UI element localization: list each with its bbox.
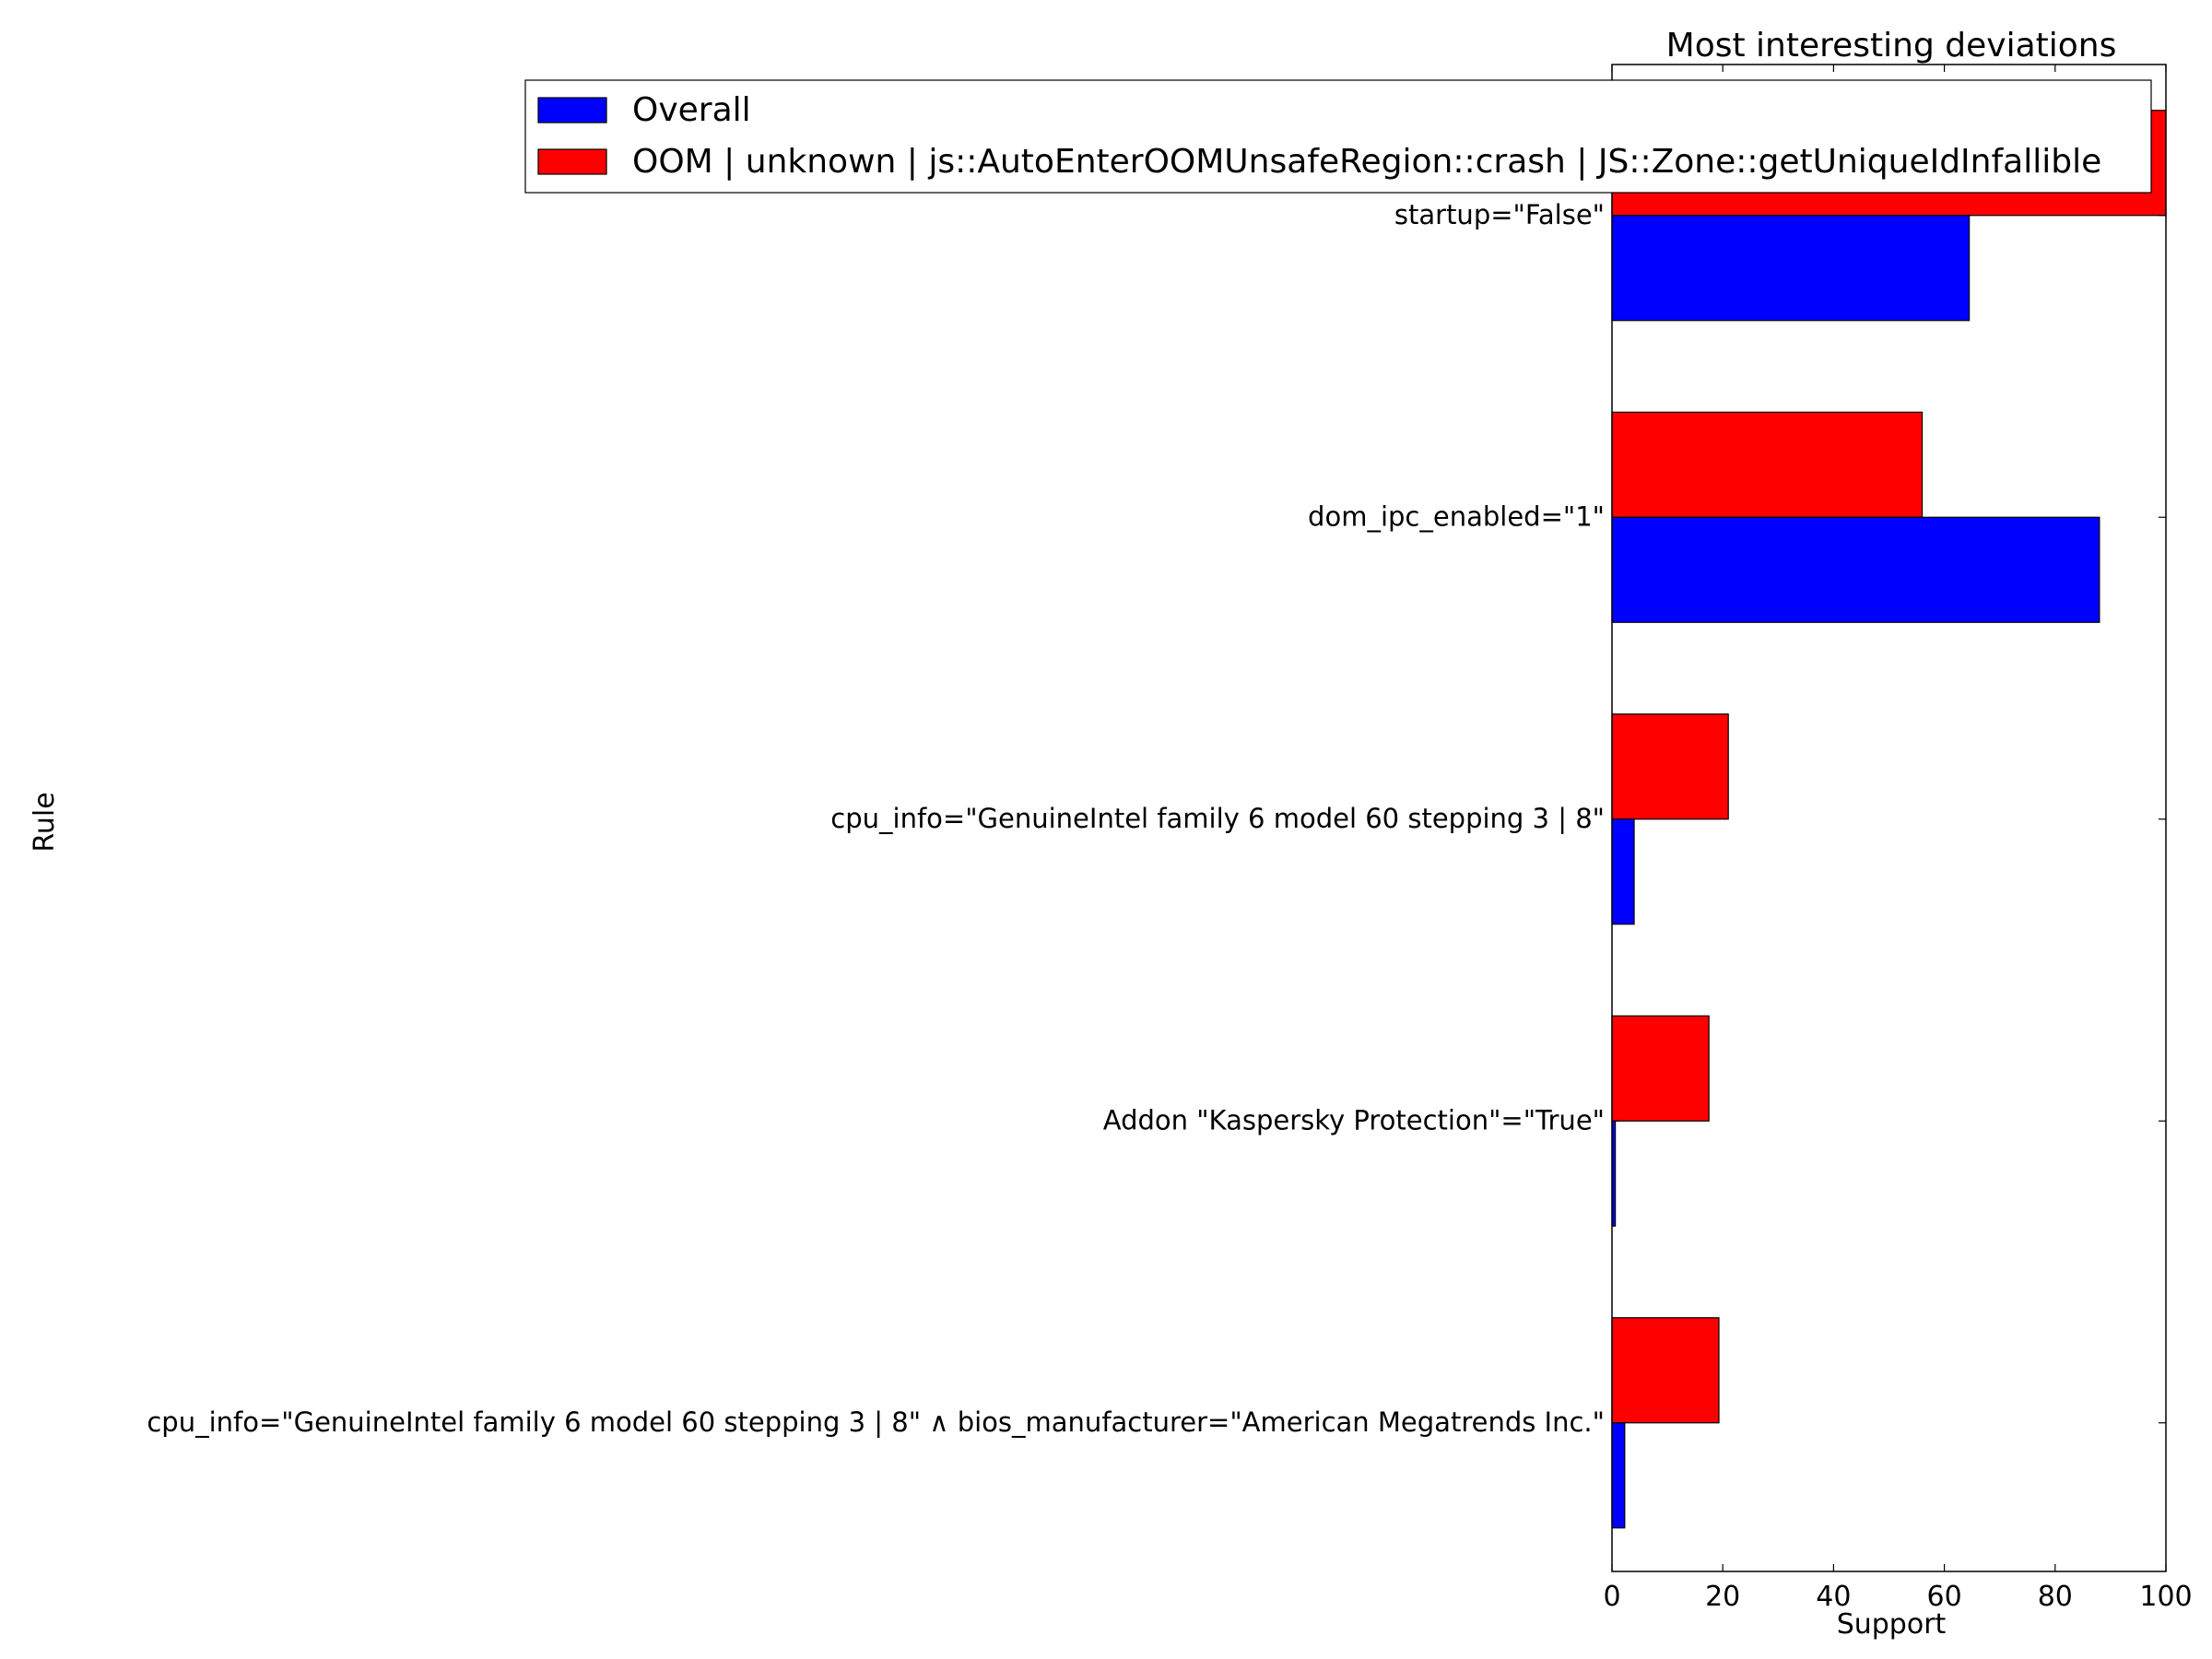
x-tick-label: 20: [1705, 1581, 1740, 1613]
rule-label: startup="False": [1394, 199, 1605, 230]
x-tick-label: 60: [1927, 1581, 1962, 1613]
legend-box: [524, 79, 2152, 194]
rule-label: dom_ipc_enabled="1": [1308, 500, 1605, 532]
legend-swatch: [537, 97, 607, 124]
legend-swatch: [537, 148, 607, 175]
x-axis-label: Support: [1837, 1608, 1947, 1641]
bar-overall: [1611, 516, 2100, 623]
bar-oom: [1611, 1015, 1710, 1122]
bar-overall: [1611, 215, 1971, 322]
x-tick-label: 100: [2139, 1581, 2192, 1613]
bar-overall: [1611, 1422, 1626, 1529]
rule-label: cpu_info="GenuineIntel family 6 model 60…: [830, 803, 1605, 834]
x-tick-label: 80: [2038, 1581, 2073, 1613]
legend-label: Overall: [632, 91, 751, 129]
x-tick-label: 0: [1603, 1581, 1620, 1613]
legend-label: OOM | unknown | js::AutoEnterOOMUnsafeRe…: [632, 143, 2101, 181]
chart-title: Most interesting deviations: [1666, 27, 2117, 65]
bar-oom: [1611, 1317, 1720, 1424]
rule-label: Addon "Kaspersky Protection"="True": [1103, 1104, 1605, 1135]
bar-oom: [1611, 713, 1729, 820]
axes-frame: [1611, 64, 2167, 1572]
x-tick-label: 40: [1816, 1581, 1851, 1613]
y-axis-label: Rule: [29, 792, 61, 852]
bar-oom: [1611, 411, 1924, 518]
plot-area: startup="False" dom_ipc_enabled="1" cpu_in…: [147, 64, 2193, 1613]
rule-label: cpu_info="GenuineIntel family 6 model 60…: [147, 1406, 1605, 1438]
bar-overall: [1611, 818, 1635, 925]
